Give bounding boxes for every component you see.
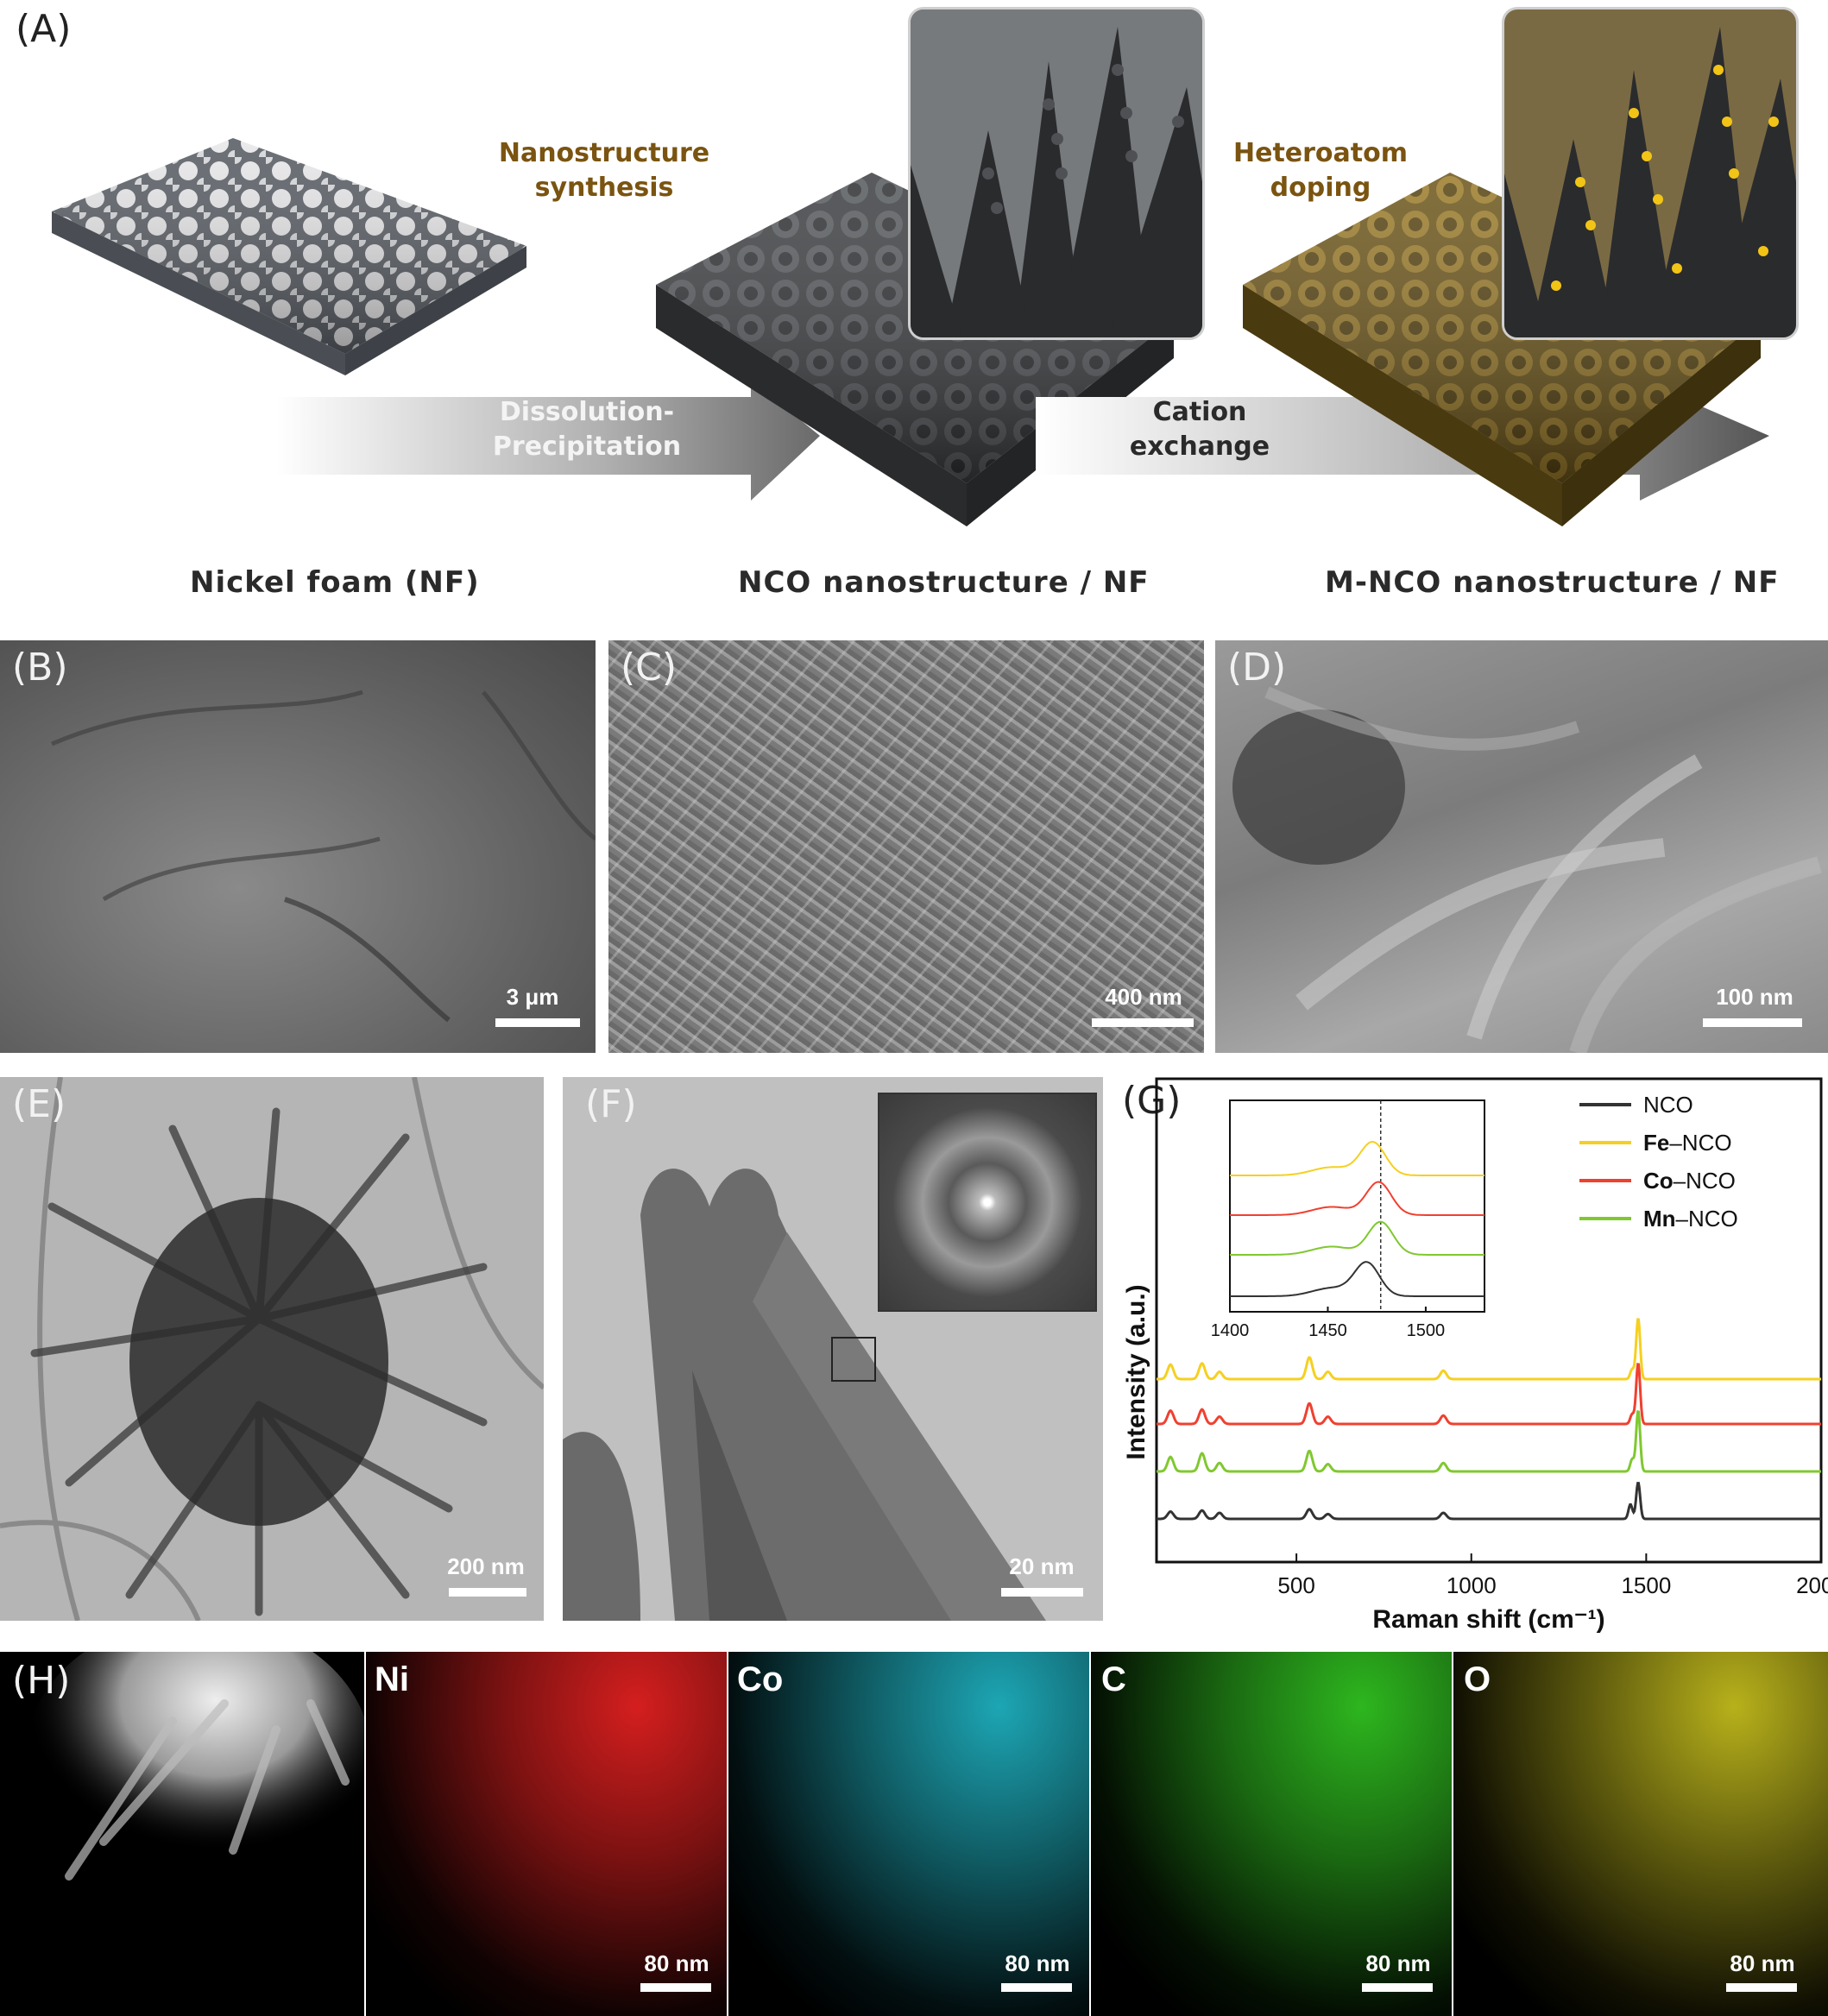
scale-bar-f — [1001, 1588, 1083, 1597]
scale-label-f: 20 nm — [1009, 1553, 1075, 1579]
element-label-ni: Ni — [375, 1660, 409, 1698]
scale-bar-e — [449, 1588, 526, 1597]
panel-d-sem: (D) 100 nm — [1215, 640, 1828, 1053]
x-tick-label: 2000 — [1796, 1572, 1828, 1598]
raman-chart: 500 1000 1500 2000 Raman shift (cm⁻¹) Intensi… — [1122, 1077, 1828, 1634]
inset-tick-label: 1400 — [1211, 1321, 1250, 1340]
scale-bar-c — [1092, 1018, 1194, 1027]
arrow-label-cation-exchange: Cation exchange — [1129, 397, 1270, 462]
eds-map-ni: Ni 80 nm — [366, 1652, 727, 2016]
panel-label-a: (A) — [16, 7, 72, 51]
x-tick-label: 1500 — [1621, 1572, 1671, 1598]
scale-label-b: 3 μm — [506, 984, 559, 1010]
spectrum-line — [1157, 1363, 1821, 1426]
scale-bar-b — [495, 1018, 580, 1027]
inset-frame — [1229, 1099, 1485, 1313]
plot-frame — [1155, 1077, 1823, 1564]
step-label-doping: Heteroatom doping — [1232, 138, 1408, 203]
caption-mnco: M-NCO nanostructure / NF — [1325, 565, 1780, 600]
legend-label: Mn–NCO — [1643, 1206, 1738, 1232]
eds-map-co: Co 80 nm — [728, 1652, 1089, 2016]
scale-label-o: 80 nm — [1730, 1950, 1795, 1976]
panel-label-c: (C) — [621, 646, 678, 690]
inset-tick-label: 1450 — [1308, 1321, 1347, 1340]
eds-map-o: O 80 nm — [1453, 1652, 1828, 2016]
x-tick-label: 500 — [1277, 1572, 1314, 1598]
x-tick-label: 1000 — [1447, 1572, 1497, 1598]
inset-tick-label: 1500 — [1407, 1321, 1446, 1340]
panel-h-haadf: (H) — [0, 1652, 364, 2016]
legend-label: Co–NCO — [1643, 1168, 1736, 1194]
panel-label-f: (F) — [585, 1082, 637, 1126]
element-label-c: C — [1101, 1660, 1126, 1698]
panel-e-tem: (E) 200 nm — [0, 1077, 544, 1621]
nickel-foam-illustration — [52, 138, 526, 375]
scale-label-co: 80 nm — [1005, 1950, 1070, 1976]
scale-label-c-map: 80 nm — [1365, 1950, 1431, 1976]
scale-bar-o — [1726, 1983, 1797, 1992]
fft-inset — [878, 1093, 1097, 1312]
inset-spectrum-line — [1230, 1181, 1484, 1216]
element-label-o: O — [1464, 1660, 1491, 1698]
x-axis-label: Raman shift (cm⁻¹) — [1372, 1605, 1604, 1634]
inset-spectrum-line — [1230, 1261, 1484, 1297]
panel-label-h: (H) — [12, 1659, 71, 1703]
y-axis-label: Intensity (a.u.) — [1122, 1284, 1150, 1459]
caption-nickel-foam: Nickel foam (NF) — [190, 565, 480, 600]
caption-nco: NCO nanostructure / NF — [738, 565, 1150, 600]
legend-label: NCO — [1643, 1092, 1693, 1118]
scale-label-c: 400 nm — [1105, 984, 1182, 1010]
panel-c-sem: (C) 400 nm — [608, 640, 1204, 1053]
mnco-zoom-inset — [1502, 7, 1799, 340]
spectrum-line — [1157, 1318, 1821, 1381]
scale-bar-co — [1001, 1983, 1072, 1992]
legend-label: Fe–NCO — [1643, 1130, 1732, 1156]
scale-bar-d — [1703, 1018, 1802, 1027]
scale-label-e: 200 nm — [447, 1553, 525, 1579]
scale-bar-ni — [640, 1983, 711, 1992]
scale-label-ni: 80 nm — [644, 1950, 709, 1976]
panel-label-g: (G) — [1122, 1079, 1182, 1123]
eds-map-c: C 80 nm — [1091, 1652, 1452, 2016]
panel-label-b: (B) — [12, 646, 68, 690]
arrow-dissolution — [276, 380, 820, 501]
panel-b-sem: (B) 3 μm — [0, 640, 596, 1053]
nco-zoom-inset — [908, 7, 1205, 340]
spectrum-line — [1157, 1409, 1821, 1473]
scale-label-d: 100 nm — [1716, 984, 1793, 1010]
panel-label-d: (D) — [1227, 646, 1287, 690]
inset-spectrum-line — [1230, 1220, 1484, 1256]
arrow-label-dissolution: Dissolution- Precipitation — [492, 397, 682, 462]
panel-f-hrtem: (F) 20 nm — [563, 1077, 1103, 1621]
step-label-synthesis: Nanostructure synthesis — [498, 138, 710, 203]
panel-label-e: (E) — [12, 1082, 66, 1126]
element-label-co: Co — [737, 1660, 784, 1698]
spectrum-line — [1157, 1482, 1821, 1521]
inset-spectrum-line — [1230, 1140, 1484, 1176]
scale-bar-c-map — [1362, 1983, 1433, 1992]
